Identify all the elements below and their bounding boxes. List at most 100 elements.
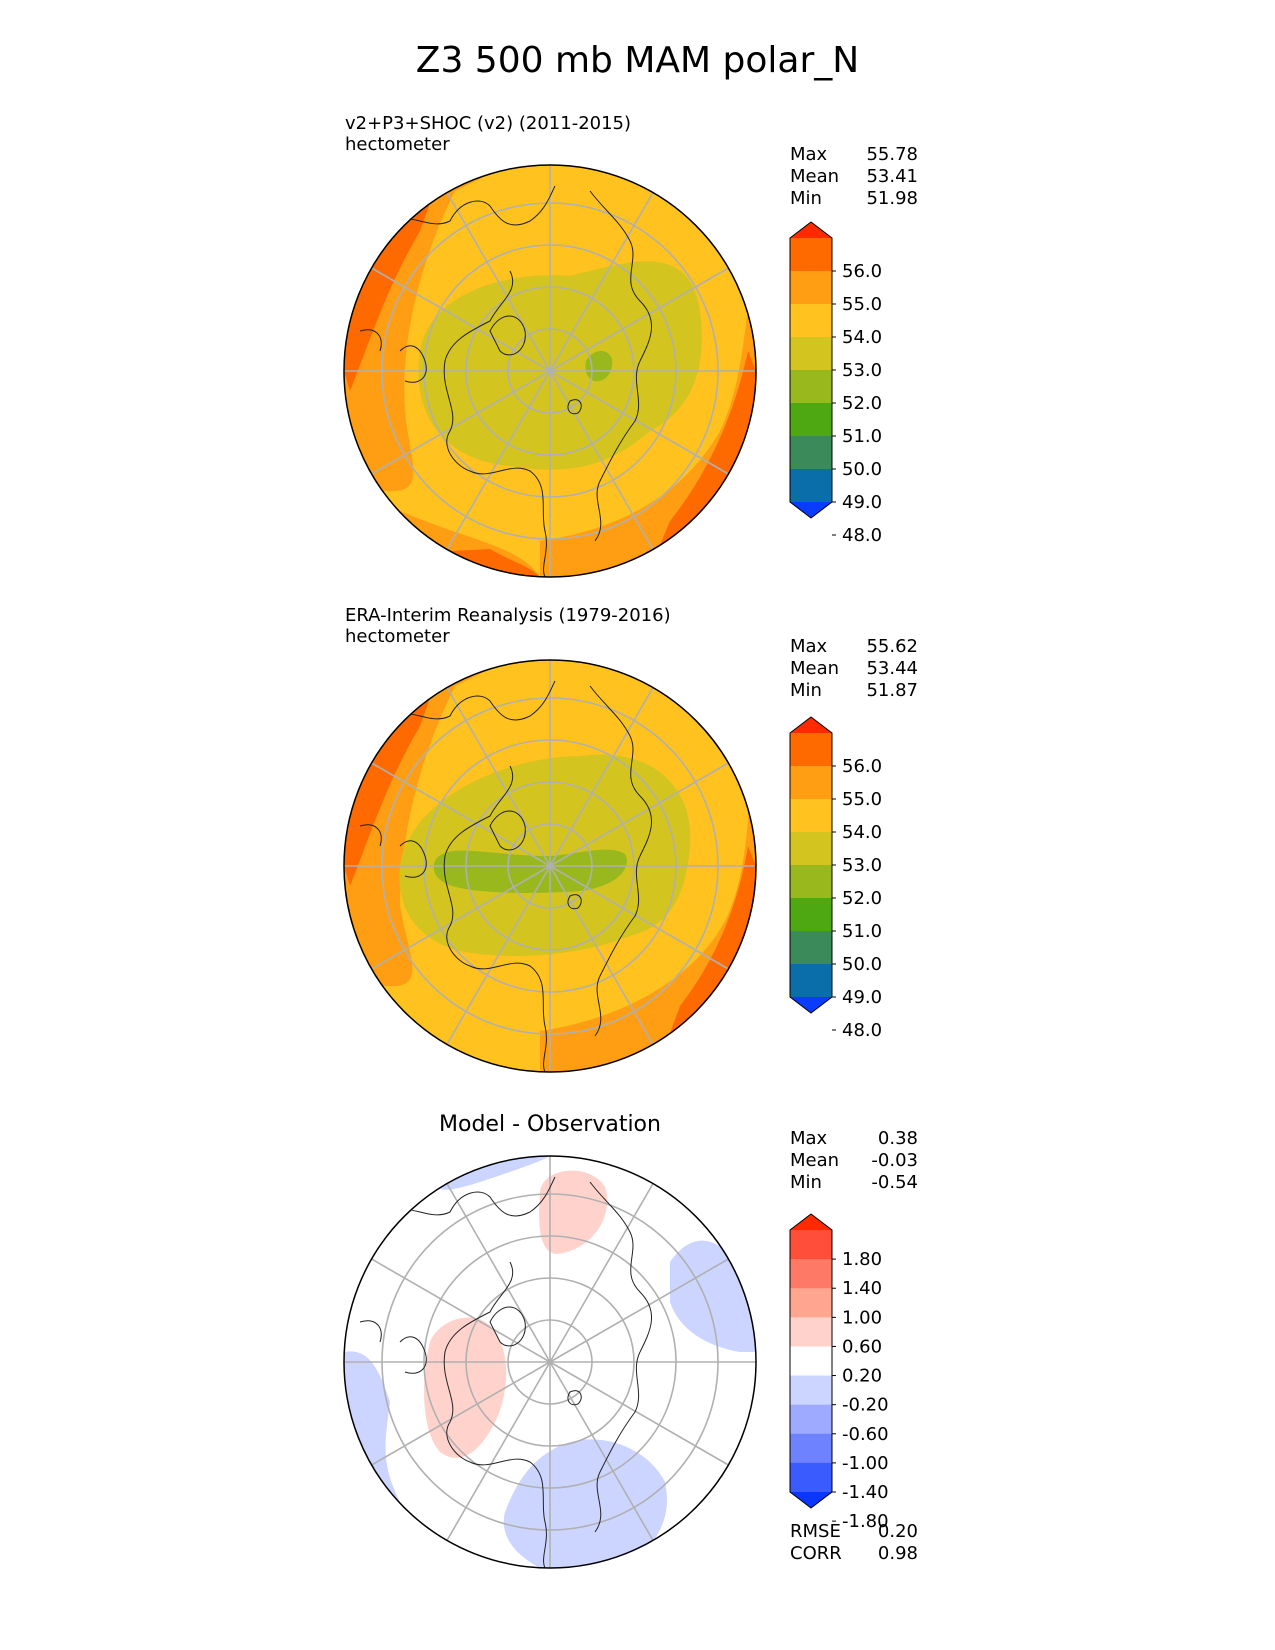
colorbar-segment-3 — [790, 337, 832, 371]
field-band-6 — [433, 849, 627, 893]
colorbar-tick-label-2: 54.0 — [842, 327, 882, 348]
colorbar-tick-label-5: 51.0 — [842, 426, 882, 447]
colorbar-tick-label-4: 0.20 — [842, 1366, 882, 1387]
colorbar-tick-label-0: 56.0 — [842, 261, 882, 282]
stat-max: Max 0.38 — [790, 1128, 918, 1149]
field-band-4 — [440, 1156, 550, 1190]
coastline-7 — [567, 1390, 582, 1406]
meridian-10 — [549, 687, 654, 867]
diff-polar-map — [343, 1155, 757, 1569]
colorbar-tick-label-1: 55.0 — [842, 789, 882, 810]
meridian-7 — [371, 267, 551, 372]
colorbar-segment-1 — [790, 271, 832, 305]
coastline-5 — [399, 1336, 427, 1374]
colorbar-segment-5 — [790, 1375, 832, 1406]
coastline-7 — [567, 894, 582, 910]
colorbar-tick-label-3: 0.60 — [842, 1336, 882, 1357]
colorbar-tick-label-6: -0.60 — [842, 1424, 889, 1445]
colorbar-tick-label-8: 48.0 — [842, 1020, 882, 1041]
meridian-4 — [446, 865, 551, 1045]
ref-stats: Max 55.62 Mean 53.44 Min 51.87 — [790, 636, 918, 702]
colorbar-segment-3 — [790, 832, 832, 866]
colorbar-segment-8 — [790, 1462, 832, 1493]
coastline-8 — [489, 315, 526, 356]
colorbar-segment-0 — [790, 238, 832, 272]
coastline-0 — [389, 680, 556, 721]
field-band-4 — [670, 846, 756, 1033]
test-polar-map — [343, 164, 757, 578]
meridian-5 — [371, 370, 551, 475]
field-band-1 — [344, 174, 490, 492]
colorbar-tick-label-5: 51.0 — [842, 921, 882, 942]
coastline-4 — [594, 360, 641, 542]
meridian-5 — [371, 865, 551, 970]
colorbar-tick-label-1: 55.0 — [842, 294, 882, 315]
colorbar-segment-4 — [790, 370, 832, 404]
coastline-7 — [567, 399, 582, 415]
diff-stats: Max 0.38 Mean -0.03 Min -0.54 — [790, 1128, 918, 1194]
colorbar-tick-label-4: 52.0 — [842, 393, 882, 414]
map-boundary — [343, 164, 757, 578]
colorbar-segment-2 — [790, 304, 832, 338]
meridian-4 — [446, 1361, 551, 1541]
colorbar-segment-1 — [790, 766, 832, 800]
meridian-7 — [371, 1258, 551, 1363]
colorbar-segment-6 — [790, 1404, 832, 1435]
meridian-11 — [549, 762, 729, 867]
meridian-5 — [371, 1361, 551, 1466]
stat-max: Max 55.78 — [790, 144, 918, 165]
coastline-6 — [359, 329, 382, 352]
colorbar-segment-0 — [790, 733, 832, 767]
colorbar-tick-label-7: 49.0 — [842, 492, 882, 513]
coastline-2 — [469, 1458, 547, 1568]
colorbar-tick-label-0: 1.80 — [842, 1249, 882, 1270]
meridian-10 — [549, 192, 654, 372]
test-stats: Max 55.78 Mean 53.41 Min 51.98 — [790, 144, 918, 210]
meridian-8 — [446, 687, 551, 867]
colorbar-tick-label-3: 53.0 — [842, 360, 882, 381]
colorbar-tick-label-6: 50.0 — [842, 954, 882, 975]
meridian-4 — [446, 370, 551, 550]
coastline-4 — [594, 855, 641, 1037]
field-band-2 — [503, 1439, 667, 1568]
colorbar-segment-7 — [790, 469, 832, 503]
colorbar-tick-label-3: 53.0 — [842, 855, 882, 876]
meridian-7 — [371, 762, 551, 867]
meridian-11 — [549, 1258, 729, 1363]
colorbar-extend-max — [790, 222, 832, 238]
colorbar-extend-min — [790, 997, 832, 1013]
field-band-4 — [344, 203, 430, 391]
coastline-2 — [469, 467, 547, 577]
stat-max: Max 55.62 — [790, 636, 918, 657]
colorbar-tick-label-0: 56.0 — [842, 756, 882, 777]
coastline-5 — [399, 840, 427, 878]
colorbar-segment-3 — [790, 1317, 832, 1348]
ref-units: hectometer — [345, 626, 450, 647]
stat-min: Min 51.87 — [790, 680, 918, 701]
colorbar-segment-6 — [790, 931, 832, 965]
coastline-4 — [594, 1351, 641, 1533]
colorbar-extend-max — [790, 1214, 832, 1230]
field-band-6 — [450, 549, 540, 577]
stat-min: Min 51.98 — [790, 188, 918, 209]
coastline-1 — [443, 1261, 514, 1463]
colorbar-extend-max — [790, 717, 832, 733]
colorbar-tick-label-2: 1.00 — [842, 1307, 882, 1328]
coastline-8 — [489, 1306, 526, 1347]
field-band-3 — [344, 698, 430, 886]
colorbar-tick-label-9: -1.80 — [842, 1511, 889, 1532]
coastline-3 — [589, 1181, 653, 1353]
test-panel-label: v2+P3+SHOC (v2) (2011-2015) hectometer — [345, 113, 631, 155]
colorbar-segment-5 — [790, 403, 832, 437]
coastline-5 — [399, 345, 427, 383]
meridian-8 — [446, 1183, 551, 1363]
coastline-0 — [389, 185, 556, 226]
colorbar-tick-label-7: -1.00 — [842, 1453, 889, 1474]
map-boundary — [343, 659, 757, 1073]
meridian-11 — [549, 267, 729, 372]
map-boundary — [343, 1155, 757, 1569]
test-colorbar: 56.0 55.0 54.0 53.0 52.0 51.0 50.0 49.0 48.0 — [789, 221, 882, 546]
ref-dataset-name: ERA-Interim Reanalysis (1979-2016) — [345, 605, 671, 626]
diff-metrics: RMSE 0.20 CORR 0.98 — [790, 1521, 918, 1565]
